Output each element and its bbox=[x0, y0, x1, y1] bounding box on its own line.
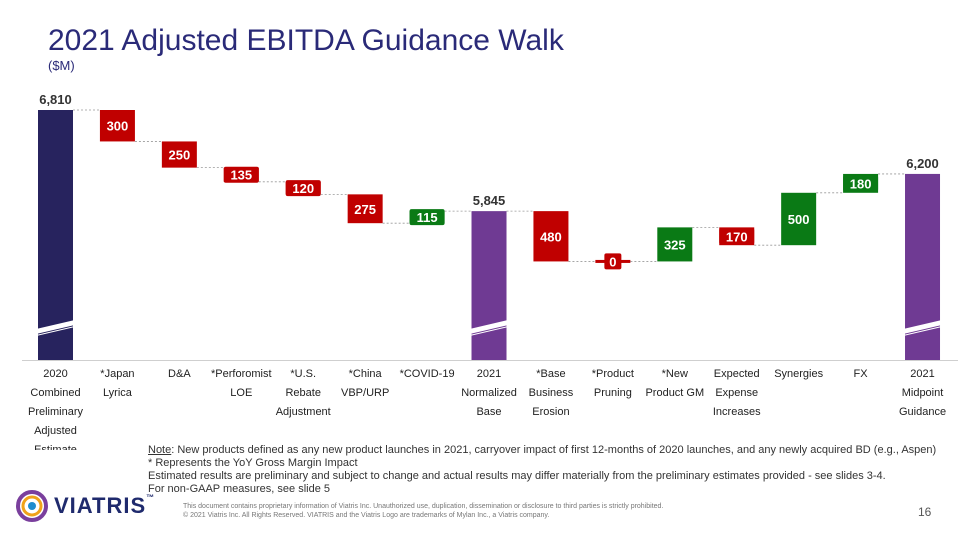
viatris-logo-icon bbox=[16, 490, 48, 522]
value-label-0: 6,810 bbox=[39, 92, 72, 107]
category-label-0-1: Combined bbox=[30, 387, 80, 399]
svg-text:300: 300 bbox=[107, 119, 129, 134]
svg-text:115: 115 bbox=[417, 210, 438, 225]
footer-disclaimer: This document contains proprietary infor… bbox=[183, 502, 663, 520]
value-label-13: 180 bbox=[843, 175, 879, 192]
category-label-11-2: Increases bbox=[713, 406, 761, 418]
bar-2 bbox=[161, 141, 197, 168]
axis-break-14-a bbox=[900, 319, 945, 335]
axis-break-0-a bbox=[33, 319, 78, 335]
category-label-0-4: Estimate bbox=[34, 444, 77, 450]
category-label-7-1: Normalized bbox=[461, 387, 517, 399]
value-label-12: 500 bbox=[788, 212, 810, 227]
value-label-2: 250 bbox=[169, 148, 191, 163]
category-label-8-0: *Base bbox=[536, 368, 565, 380]
note-line-3: Estimated results are preliminary and su… bbox=[148, 470, 886, 482]
value-label-6: 115 bbox=[409, 209, 445, 226]
value-label-3: 135 bbox=[223, 166, 259, 183]
viatris-logo: VIATRIS™ bbox=[16, 490, 155, 522]
axis-break-14-b bbox=[900, 325, 945, 337]
category-label-2-0: D&A bbox=[168, 368, 191, 380]
footer-line-1: This document contains proprietary infor… bbox=[183, 503, 664, 510]
category-label-9-1: Pruning bbox=[594, 387, 632, 399]
value-label-10: 325 bbox=[664, 237, 686, 252]
value-label-4: 120 bbox=[285, 180, 321, 197]
value-label-7: 5,845 bbox=[473, 193, 506, 208]
bar-12 bbox=[781, 192, 817, 246]
note-line-4: For non-GAAP measures, see slide 5 bbox=[148, 483, 330, 495]
logo-wordmark: VIATRIS™ bbox=[54, 493, 156, 518]
bar-7 bbox=[471, 211, 507, 360]
category-label-7-0: 2021 bbox=[477, 368, 501, 380]
category-label-7-2: Base bbox=[476, 406, 501, 418]
page-title: 2021 Adjusted EBITDA Guidance Walk bbox=[48, 24, 564, 57]
svg-text:480: 480 bbox=[540, 229, 562, 244]
category-label-8-1: Business bbox=[529, 387, 574, 399]
svg-text:120: 120 bbox=[292, 181, 314, 196]
note-line-2: * Represents the YoY Gross Margin Impact bbox=[148, 457, 358, 469]
value-label-9: 0 bbox=[604, 253, 622, 270]
category-label-11-0: Expected bbox=[714, 368, 760, 380]
bar-5 bbox=[347, 194, 383, 224]
category-label-13-0: FX bbox=[854, 368, 869, 380]
bar-0 bbox=[38, 110, 73, 360]
footer-line-2: © 2021 Viatris Inc. All Rights Reserved.… bbox=[183, 512, 550, 519]
axis-break-0-b bbox=[33, 325, 78, 337]
category-label-14-1: Midpoint bbox=[902, 387, 944, 399]
category-label-8-2: Erosion bbox=[532, 406, 569, 418]
svg-text:180: 180 bbox=[850, 176, 872, 191]
notes-block: Note: New products defined as any new pr… bbox=[148, 444, 936, 496]
category-label-14-0: 2021 bbox=[910, 368, 934, 380]
note-label: Note bbox=[148, 444, 172, 456]
category-label-14-2: Guidance bbox=[899, 406, 946, 418]
value-label-14: 6,200 bbox=[906, 156, 939, 171]
svg-text:135: 135 bbox=[230, 168, 252, 183]
svg-text:275: 275 bbox=[354, 202, 376, 217]
value-label-8: 480 bbox=[540, 229, 562, 244]
page-subtitle: ($M) bbox=[48, 58, 75, 73]
note-text: : New products defined as any new produc… bbox=[171, 444, 937, 456]
category-label-0-2: Preliminary bbox=[28, 406, 84, 418]
bar-10 bbox=[657, 227, 693, 262]
category-label-4-0: *U.S. bbox=[290, 368, 316, 380]
axis-break-7-b bbox=[467, 325, 511, 337]
category-label-10-1: Product GM bbox=[645, 387, 704, 399]
svg-text:325: 325 bbox=[664, 237, 686, 252]
svg-text:170: 170 bbox=[726, 229, 748, 244]
note-line-1: Note: New products defined as any new pr… bbox=[148, 444, 936, 457]
category-label-4-1: Rebate bbox=[285, 387, 320, 399]
category-label-3-1: LOE bbox=[230, 387, 252, 399]
category-label-0-0: 2020 bbox=[43, 368, 67, 380]
svg-text:250: 250 bbox=[169, 148, 191, 163]
svg-text:0: 0 bbox=[609, 254, 616, 269]
page-number: 16 bbox=[918, 505, 932, 519]
category-label-10-0: *New bbox=[662, 368, 688, 380]
bar-1 bbox=[99, 110, 135, 142]
value-label-11: 170 bbox=[719, 228, 755, 245]
value-label-1: 300 bbox=[107, 119, 129, 134]
category-label-3-0: *Perforomist bbox=[211, 368, 272, 380]
category-label-0-3: Adjusted bbox=[34, 425, 77, 437]
ebitda-waterfall-chart: 6,810 300 250 135 120 275 115 5,845 480 0 325 170 50… bbox=[22, 92, 958, 450]
category-label-5-1: VBP/URP bbox=[341, 387, 389, 399]
value-label-5: 275 bbox=[354, 202, 376, 217]
category-label-1-0: *Japan bbox=[100, 368, 134, 380]
category-label-1-1: Lyrica bbox=[103, 387, 133, 399]
svg-text:500: 500 bbox=[788, 212, 810, 227]
axis-break-7-a bbox=[466, 319, 512, 335]
category-label-5-0: *China bbox=[349, 368, 383, 380]
category-label-12-0: Synergies bbox=[774, 368, 823, 380]
category-label-9-0: *Product bbox=[592, 368, 634, 380]
category-label-11-1: Expense bbox=[715, 387, 758, 399]
bar-8 bbox=[533, 211, 569, 262]
category-label-4-2: Adjustment bbox=[276, 406, 331, 418]
category-label-6-0: *COVID-19 bbox=[400, 368, 455, 380]
